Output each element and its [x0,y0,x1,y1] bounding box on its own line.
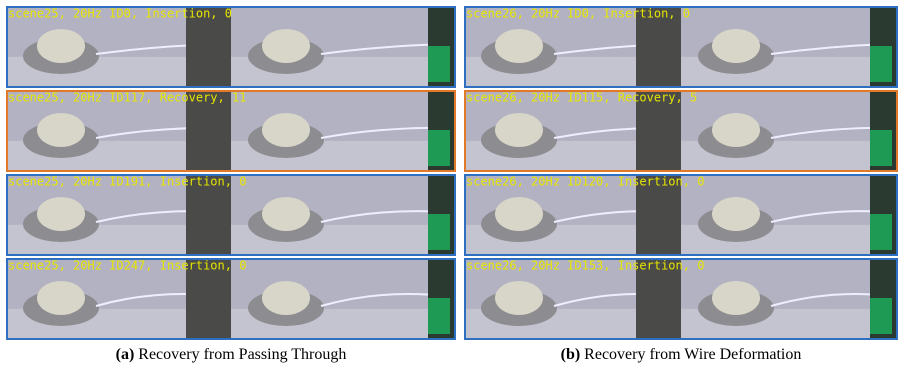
connector-knob [712,197,760,231]
frame-overlay: scene25, 20Hz ID247, Insertion, 0 [8,259,246,273]
connector-knob [712,29,760,63]
video-frame: scene26, 20Hz ID153, Insertion, 0 [464,258,898,340]
green-block-face [428,46,450,82]
panel-caption: (b) Recovery from Wire Deformation [561,346,802,363]
connector-knob [262,113,310,147]
frame-overlay: scene25, 20Hz ID0, Insertion, 0 [8,7,232,21]
video-frame: scene25, 20Hz ID117, Recovery, 11 [6,90,456,172]
connector-knob [262,29,310,63]
panel-label: (a) [116,346,135,363]
frame-overlay: scene26, 20Hz ID115, Recovery, 5 [466,91,697,105]
connector-knob [495,281,543,315]
frame-overlay: scene25, 20Hz ID191, Insertion, 0 [8,175,246,189]
connector-knob [495,29,543,63]
caption-text: Recovery from Passing Through [138,346,346,363]
connector-knob [262,281,310,315]
connector-knob [37,29,85,63]
green-block-face [870,298,892,334]
video-frame: scene26, 20Hz ID115, Recovery, 5 [464,90,898,172]
green-block-face [870,130,892,166]
page: scene25, 20Hz ID0, Insertion, 0 scene25, … [0,0,904,370]
frame-overlay: scene26, 20Hz ID153, Insertion, 0 [466,259,704,273]
frame-overlay: scene25, 20Hz ID117, Recovery, 11 [8,91,246,105]
connector-knob [495,113,543,147]
connector-knob [712,281,760,315]
green-block-face [428,130,450,166]
video-frame: scene25, 20Hz ID0, Insertion, 0 [6,6,456,88]
green-block-face [428,298,450,334]
video-frame: scene26, 20Hz ID120, Insertion, 0 [464,174,898,256]
panel-caption: (a) Recovery from Passing Through [116,346,347,363]
green-block-face [428,214,450,250]
connector-knob [262,197,310,231]
frame-overlay: scene26, 20Hz ID0, Insertion, 0 [466,7,690,21]
caption-text: Recovery from Wire Deformation [584,346,801,363]
video-frame: scene26, 20Hz ID0, Insertion, 0 [464,6,898,88]
frame-overlay: scene26, 20Hz ID120, Insertion, 0 [466,175,704,189]
figure: scene25, 20Hz ID0, Insertion, 0 scene25, … [0,0,904,370]
panel-label: (b) [561,346,581,363]
green-block-face [870,214,892,250]
connector-knob [495,197,543,231]
connector-knob [37,113,85,147]
green-block-face [870,46,892,82]
connector-knob [37,197,85,231]
connector-knob [712,113,760,147]
video-frame: scene25, 20Hz ID247, Insertion, 0 [6,258,456,340]
connector-knob [37,281,85,315]
video-frame: scene25, 20Hz ID191, Insertion, 0 [6,174,456,256]
